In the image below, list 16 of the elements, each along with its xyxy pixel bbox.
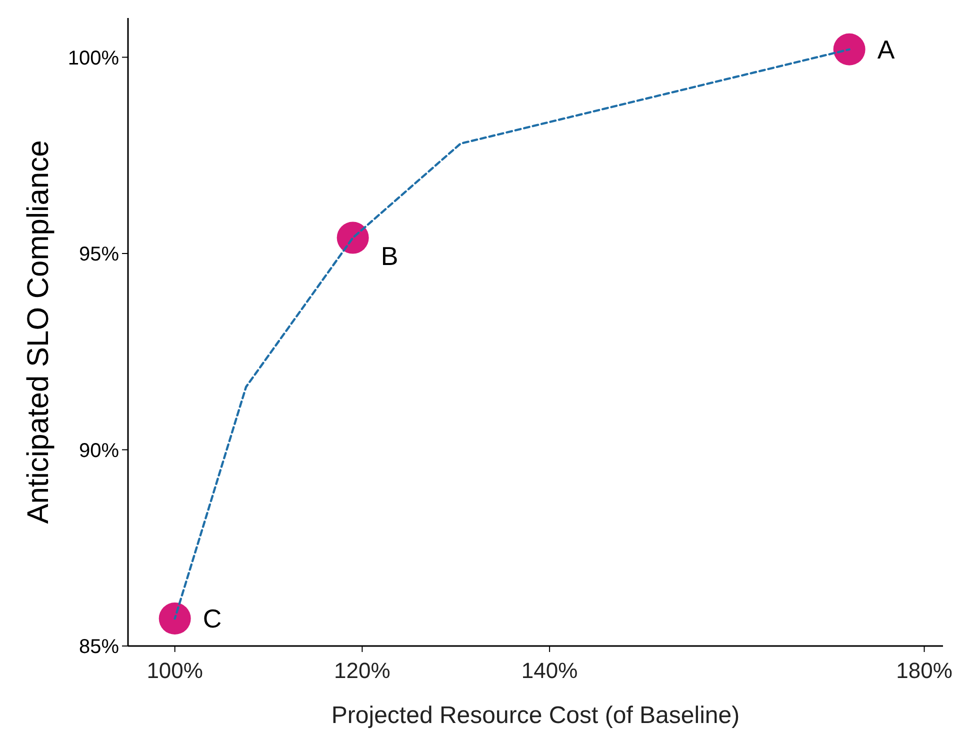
- y-axis-title: Anticipated SLO Compliance: [22, 140, 55, 524]
- y-tick-label: 95%: [78, 244, 120, 266]
- x-axis-title: Projected Resource Cost (of Baseline): [331, 702, 740, 729]
- y-tick-label: 100%: [68, 47, 120, 70]
- point: [336, 222, 369, 254]
- y-tick-label: 90%: [78, 440, 120, 462]
- x-tick-label: 180%: [896, 658, 952, 683]
- annotation: C: [202, 604, 222, 634]
- point: [833, 33, 866, 66]
- point: [158, 602, 191, 635]
- x-tick-label: 140%: [521, 658, 578, 683]
- annotation: B: [380, 240, 398, 271]
- x-tick-label: 100%: [146, 658, 203, 683]
- x-tick-label: 120%: [334, 658, 390, 683]
- y-tick-label: 85%: [78, 636, 120, 658]
- annotation: A: [877, 34, 896, 64]
